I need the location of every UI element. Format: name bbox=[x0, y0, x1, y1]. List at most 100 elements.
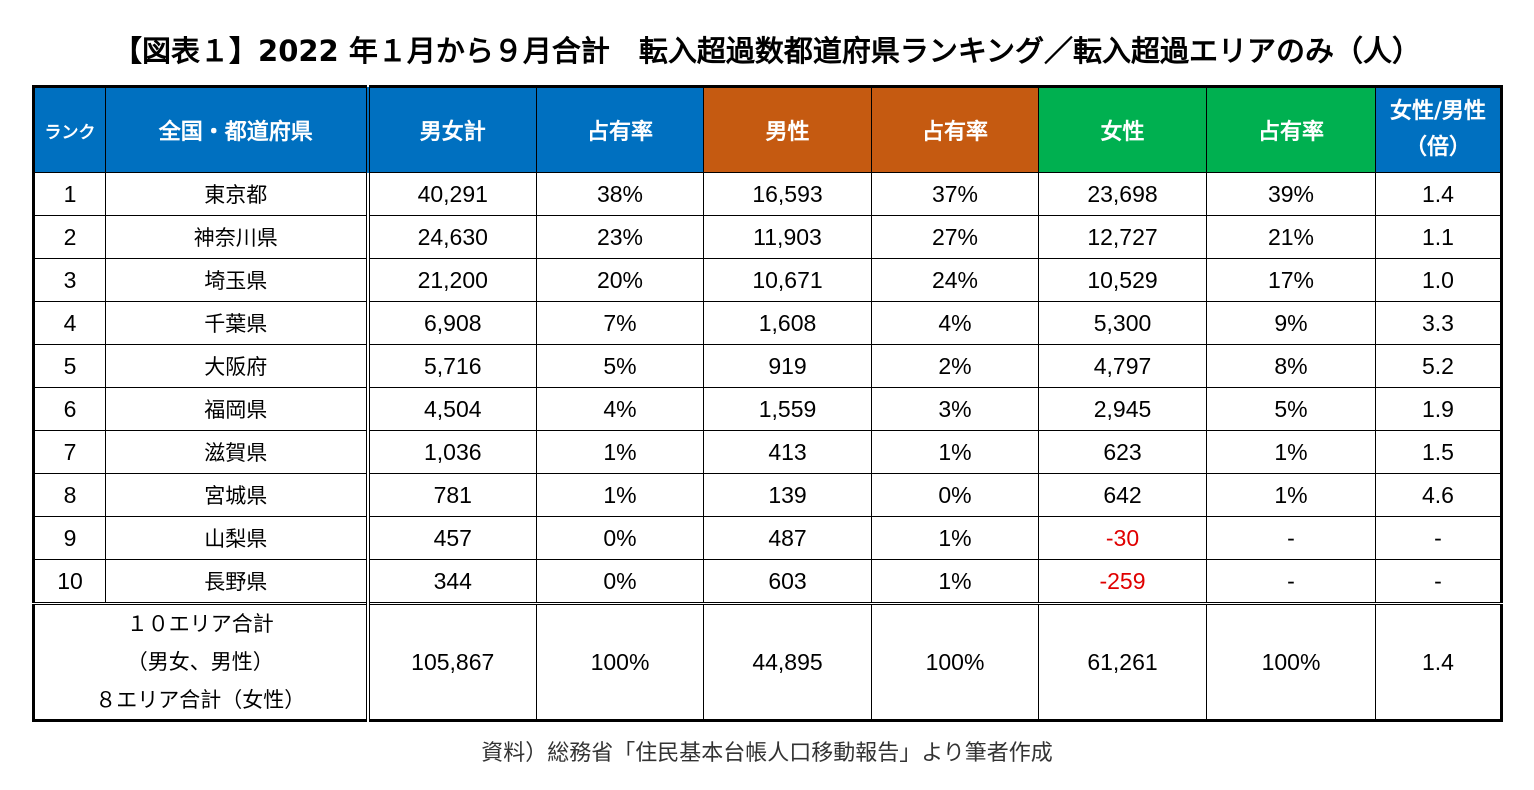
table-cell: 16,593 bbox=[703, 172, 872, 216]
table-cell: - bbox=[1375, 559, 1502, 604]
table-cell: 21,200 bbox=[365, 258, 537, 302]
table-cell: 4,504 bbox=[365, 387, 537, 431]
total-cell: 105,867 bbox=[365, 602, 537, 721]
table-cell: 1% bbox=[871, 559, 1039, 604]
table-cell: - bbox=[1206, 516, 1376, 560]
table-cell: 1.5 bbox=[1375, 430, 1502, 474]
ranking-table: ランク 全国・都道府県 男女計 占有率 男性 占有率 女性 占有率 女性/男性（倍） 1 東京都 4… bbox=[32, 85, 1503, 722]
table-cell: 9 bbox=[33, 516, 106, 560]
table-cell: 27% bbox=[871, 215, 1039, 259]
total-cell: 100% bbox=[1206, 602, 1376, 721]
table-cell: 8 bbox=[33, 473, 106, 517]
total-cell: 61,261 bbox=[1038, 602, 1207, 721]
total-label: １０エリア合計 （男女、男性） ８エリア合計（女性） bbox=[33, 602, 368, 721]
total-label-line: （男女、男性） bbox=[126, 650, 274, 674]
column-header: 女性/男性（倍） bbox=[1375, 86, 1502, 173]
table-cell: 長野県 bbox=[105, 559, 368, 604]
column-header: 占有率 bbox=[871, 86, 1039, 173]
table-cell: 1% bbox=[1206, 473, 1376, 517]
table-cell: 2,945 bbox=[1038, 387, 1207, 431]
table-cell: 40,291 bbox=[365, 172, 537, 216]
total-row: １０エリア合計 （男女、男性） ８エリア合計（女性） 105,867 100% 44,89… bbox=[33, 602, 1502, 721]
table-cell: 24,630 bbox=[365, 215, 537, 259]
table-row: 8 宮城県 781 1% 139 0% 642 1% 4.6 bbox=[33, 473, 1502, 517]
table-cell: 0% bbox=[536, 559, 704, 604]
table-cell: 24% bbox=[871, 258, 1039, 302]
table-cell: 2 bbox=[33, 215, 106, 259]
table-cell: -259 bbox=[1038, 559, 1207, 604]
table-cell: 1 bbox=[33, 172, 106, 216]
table-cell: 20% bbox=[536, 258, 704, 302]
total-label-line: １０エリア合計 bbox=[126, 612, 274, 636]
table-cell: 5,300 bbox=[1038, 301, 1207, 345]
table-cell: 8% bbox=[1206, 344, 1376, 388]
source-note: 資料）総務省「住民基本台帳人口移動報告」より筆者作成 bbox=[481, 741, 1053, 766]
table-cell: 0% bbox=[536, 516, 704, 560]
table-cell: 5 bbox=[33, 344, 106, 388]
column-header: ランク bbox=[33, 86, 106, 173]
table-cell: 4% bbox=[536, 387, 704, 431]
table-cell: 1% bbox=[871, 430, 1039, 474]
table-cell: 1% bbox=[871, 516, 1039, 560]
table-cell: 4.6 bbox=[1375, 473, 1502, 517]
table-cell: 10 bbox=[33, 559, 106, 604]
table-cell: 139 bbox=[703, 473, 872, 517]
table-cell: 3.3 bbox=[1375, 301, 1502, 345]
table-cell: 919 bbox=[703, 344, 872, 388]
table-cell: -30 bbox=[1038, 516, 1207, 560]
total-cell: 100% bbox=[536, 602, 704, 721]
table-cell: 0% bbox=[871, 473, 1039, 517]
column-header: 男女計 bbox=[365, 86, 537, 173]
table-row: 1 東京都 40,291 38% 16,593 37% 23,698 39% 1.4 bbox=[33, 172, 1502, 216]
table-cell: 大阪府 bbox=[105, 344, 368, 388]
table-cell: 5.2 bbox=[1375, 344, 1502, 388]
table-cell: 23,698 bbox=[1038, 172, 1207, 216]
table-cell: 2% bbox=[871, 344, 1039, 388]
table-row: 9 山梨県 457 0% 487 1% -30- - bbox=[33, 516, 1502, 560]
table-cell: 5,716 bbox=[365, 344, 537, 388]
table-cell: - bbox=[1206, 559, 1376, 604]
table-cell: 12,727 bbox=[1038, 215, 1207, 259]
table-title: 【図表１】2022 年１月から９月合計 転入超過数都道府県ランキング／転入超過エ… bbox=[113, 34, 1421, 68]
table-cell: 10,671 bbox=[703, 258, 872, 302]
table-cell: 781 bbox=[365, 473, 537, 517]
total-cell: 44,895 bbox=[703, 602, 872, 721]
table-cell: 宮城県 bbox=[105, 473, 368, 517]
table-cell: 1% bbox=[536, 430, 704, 474]
table-cell: 487 bbox=[703, 516, 872, 560]
table-cell: 1,036 bbox=[365, 430, 537, 474]
table-cell: 1,559 bbox=[703, 387, 872, 431]
table-cell: 623 bbox=[1038, 430, 1207, 474]
table-row: 5 大阪府 5,716 5% 919 2% 4,797 8% 5.2 bbox=[33, 344, 1502, 388]
column-header: 女性 bbox=[1038, 86, 1207, 173]
table-cell: 千葉県 bbox=[105, 301, 368, 345]
table-cell: 3 bbox=[33, 258, 106, 302]
total-cell: 1.4 bbox=[1375, 602, 1502, 721]
table-cell: 1.1 bbox=[1375, 215, 1502, 259]
table-row: 2 神奈川県 24,630 23% 11,903 27% 12,727 21% 1.1 bbox=[33, 215, 1502, 259]
table-cell: 埼玉県 bbox=[105, 258, 368, 302]
table-row: 3 埼玉県 21,200 20% 10,671 24% 10,529 17% 1.0 bbox=[33, 258, 1502, 302]
table-cell: 344 bbox=[365, 559, 537, 604]
table-cell: 5% bbox=[1206, 387, 1376, 431]
table-cell: 山梨県 bbox=[105, 516, 368, 560]
table-cell: 滋賀県 bbox=[105, 430, 368, 474]
table-cell: 3% bbox=[871, 387, 1039, 431]
table-cell: 福岡県 bbox=[105, 387, 368, 431]
table-cell: 9% bbox=[1206, 301, 1376, 345]
table-cell: 1% bbox=[536, 473, 704, 517]
column-header: 占有率 bbox=[1206, 86, 1376, 173]
table-cell: 10,529 bbox=[1038, 258, 1207, 302]
table-cell: 17% bbox=[1206, 258, 1376, 302]
table-cell: 23% bbox=[536, 215, 704, 259]
table-cell: 603 bbox=[703, 559, 872, 604]
table-cell: 7 bbox=[33, 430, 106, 474]
table-cell: 東京都 bbox=[105, 172, 368, 216]
table-cell: 39% bbox=[1206, 172, 1376, 216]
table-row: 10 長野県 344 0% 603 1% -259- - bbox=[33, 559, 1502, 604]
table-cell: 4% bbox=[871, 301, 1039, 345]
column-header: 男性 bbox=[703, 86, 872, 173]
table-cell: 21% bbox=[1206, 215, 1376, 259]
table-row: 4 千葉県 6,908 7% 1,608 4% 5,300 9% 3.3 bbox=[33, 301, 1502, 345]
total-label-line: ８エリア合計（女性） bbox=[95, 688, 306, 712]
